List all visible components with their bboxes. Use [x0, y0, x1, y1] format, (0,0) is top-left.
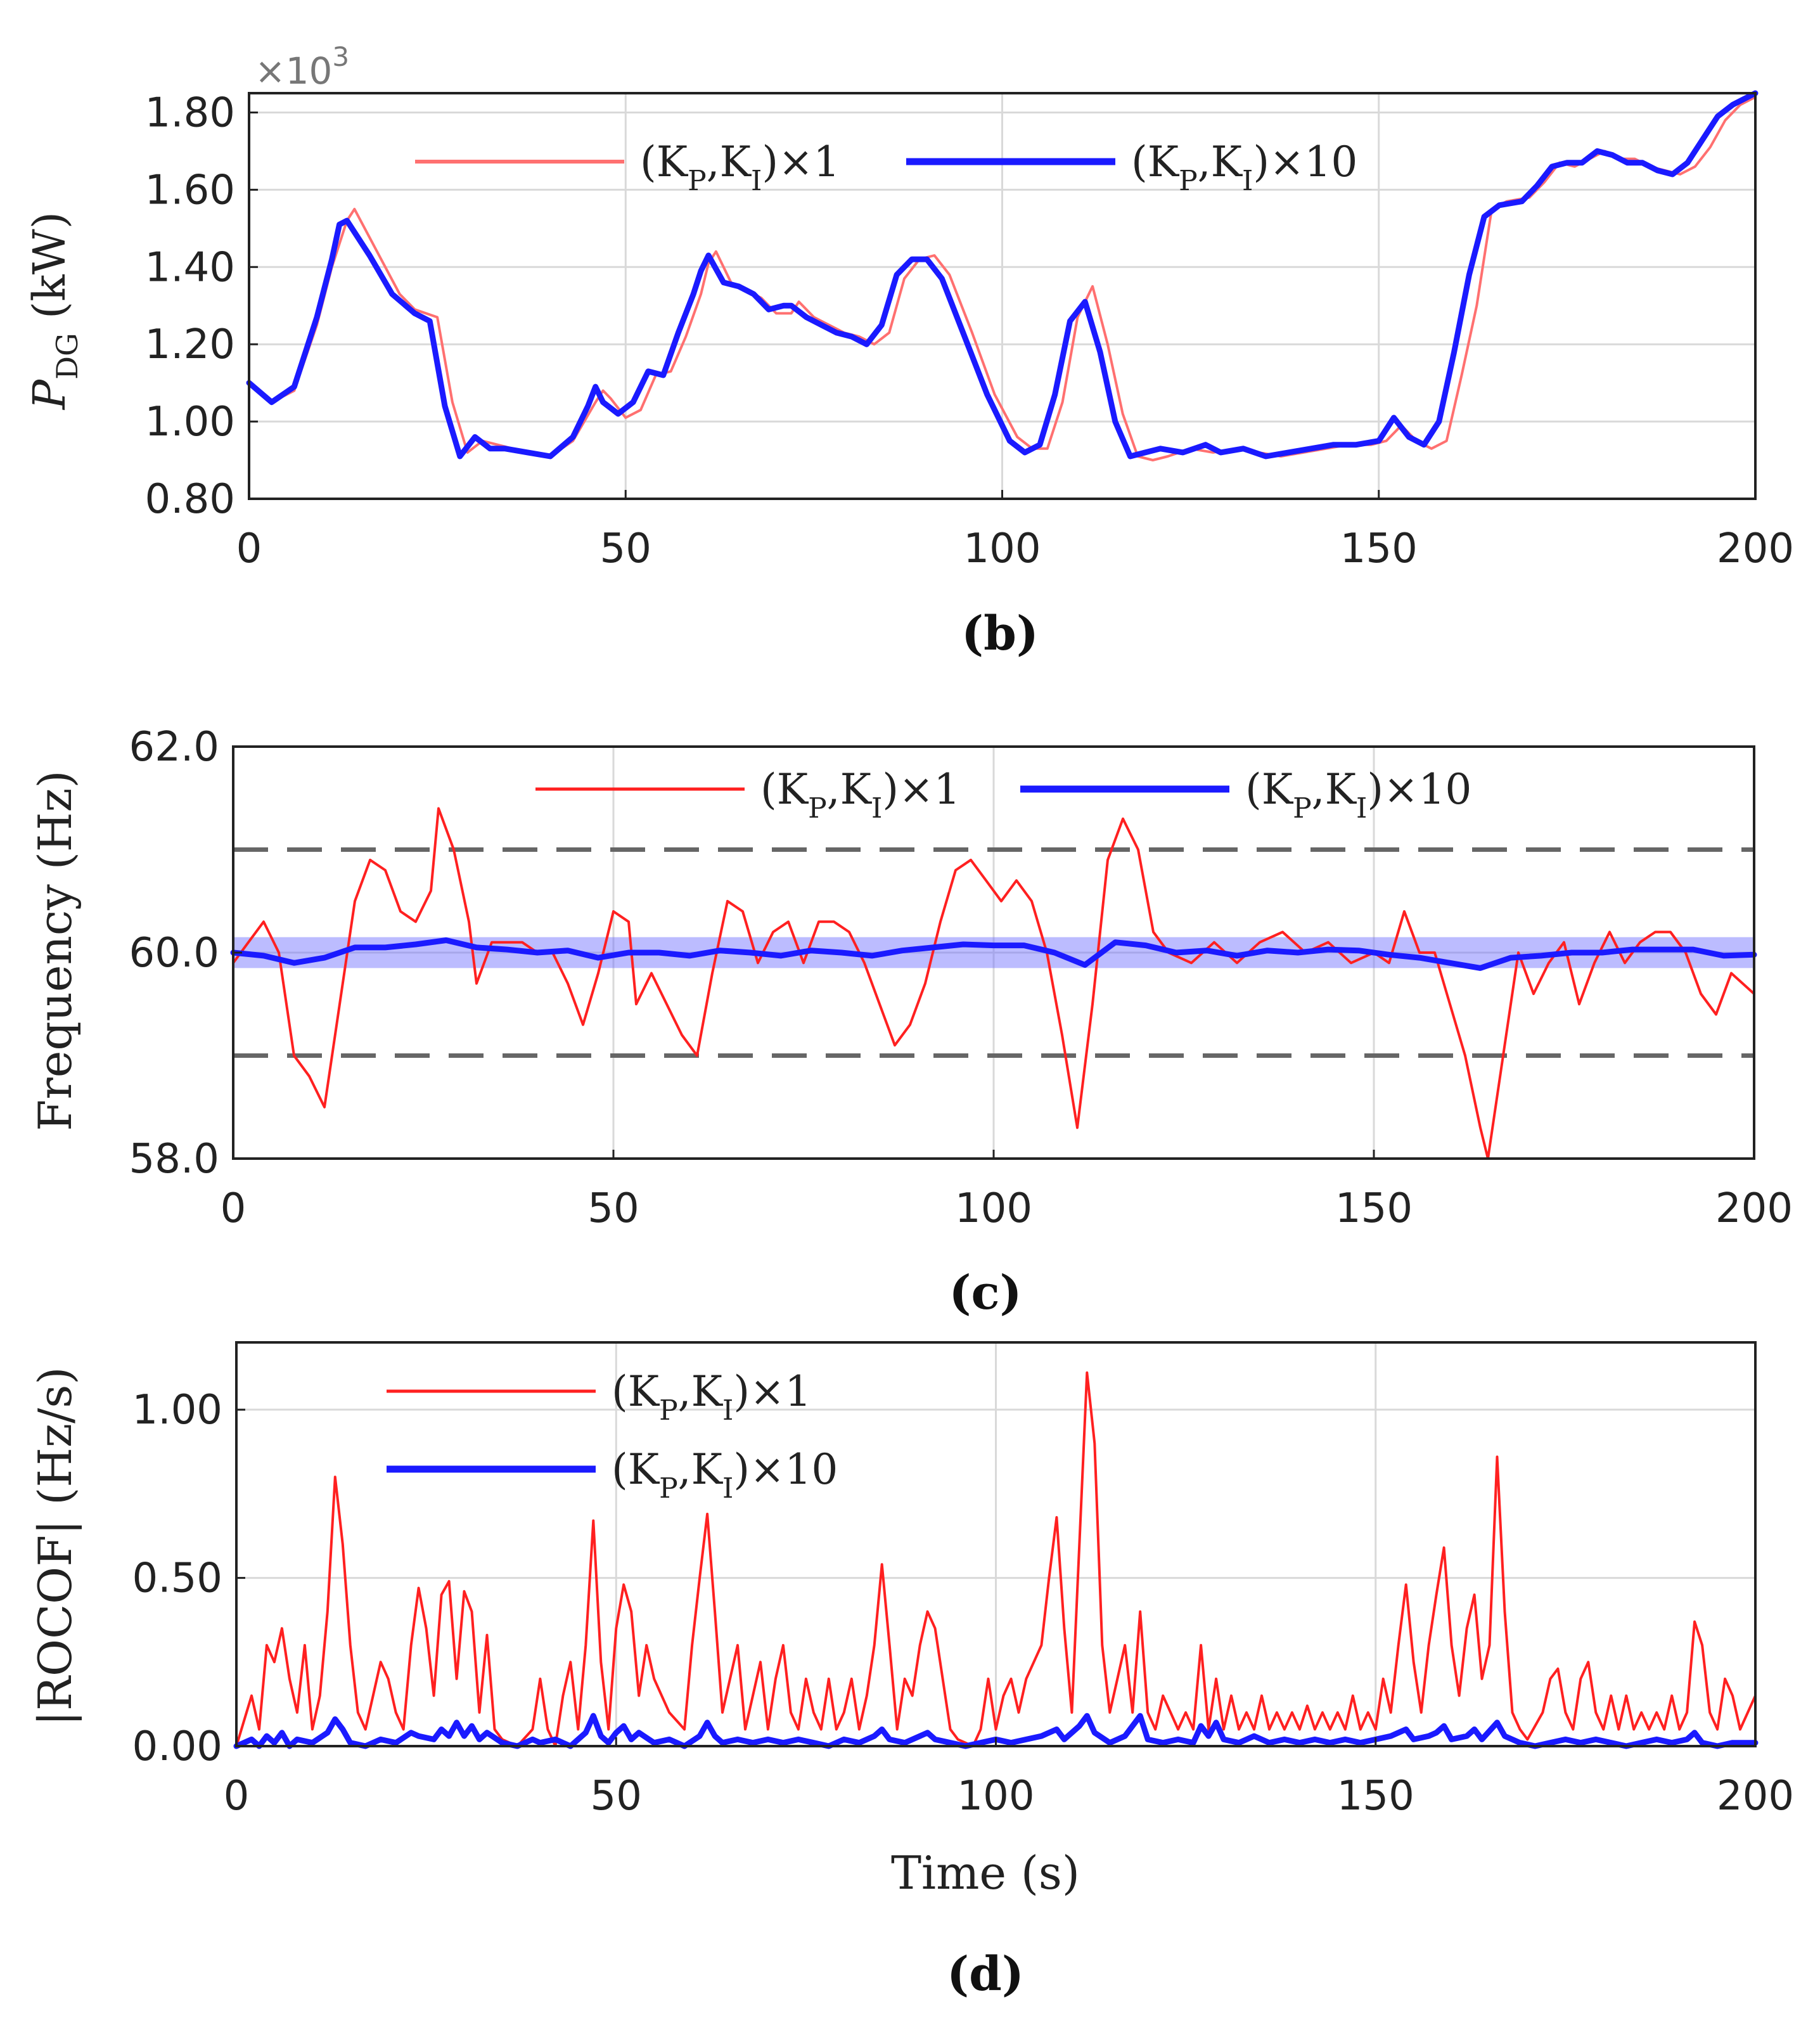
y-tick-label: 1.00	[145, 399, 236, 446]
panel-c-y-ticks: 58.0 60.0 62.0	[129, 724, 242, 1183]
x-tick-label: 50	[591, 1773, 642, 1820]
panel-c-limit-lines	[233, 847, 1754, 1058]
panel-b-legend: (KP,KI)×1 (KP,KI)×10	[415, 138, 1357, 197]
panel-d-legend-label-x10: (KP,KI)×10	[612, 1445, 838, 1505]
panel-c-legend-label-x10: (KP,KI)×10	[1245, 765, 1471, 825]
panel-d-x-axis-label: Time (s)	[891, 1846, 1080, 1900]
panel-c: 0 50 100 150 200 58.0 60.0 62.0 Frequency (Hz)…	[29, 724, 1793, 1320]
y-tick-label: 1.80	[145, 89, 236, 136]
panel-c-y-axis-label: Frequency (Hz)	[29, 770, 82, 1131]
x-tick-label: 50	[587, 1185, 639, 1232]
series-line-x10	[233, 1713, 1759, 1749]
x-tick-label: 0	[224, 1773, 250, 1820]
y-tick-label: 1.20	[145, 321, 236, 368]
x-tick-label: 200	[1717, 1773, 1794, 1820]
y-tick-label: 58.0	[129, 1136, 220, 1183]
panel-b-legend-label-x1: (KP,KI)×1	[640, 138, 840, 197]
panel-d-y-ticks: 0.00 0.50 1.00	[132, 1387, 245, 1770]
series-line-x1	[232, 807, 1755, 1160]
panel-d-series	[233, 1371, 1759, 1749]
x-tick-label: 200	[1715, 1185, 1793, 1232]
panel-c-series	[230, 807, 1757, 1160]
panel-c-legend: (KP,KI)×1 (KP,KI)×10	[535, 765, 1471, 825]
series-line-x10	[246, 90, 1759, 460]
y-tick-label: 1.60	[145, 167, 236, 214]
series-line-x1	[235, 1371, 1757, 1747]
panel-b-caption: (b)	[961, 607, 1039, 661]
panel-c-x-ticks: 0 50 100 150 200	[221, 1150, 1793, 1232]
x-tick-label: 150	[1337, 1773, 1414, 1820]
y-tick-label: 1.40	[145, 244, 236, 291]
panel-d: 0 50 100 150 200 0.00 0.50 1.00 |ROCOF| (Hz/s)…	[29, 1341, 1794, 2002]
panel-c-legend-label-x1: (KP,KI)×1	[760, 765, 960, 825]
x-tick-label: 100	[955, 1185, 1032, 1232]
x-tick-label: 100	[963, 525, 1041, 572]
y-tick-label: 0.80	[145, 476, 236, 523]
panel-b: 0 50 100 150 200 0.80 1.00 1.20 1.40 1.60 1.80 ×1…	[23, 41, 1794, 661]
x-tick-label: 0	[236, 525, 262, 572]
x-tick-label: 50	[600, 525, 651, 572]
panel-d-legend: (KP,KI)×1 (KP,KI)×10	[387, 1367, 838, 1505]
panel-b-multiplier: ×103	[255, 41, 349, 93]
panel-b-y-axis-label: PDG (kW)	[23, 212, 84, 411]
y-tick-label: 1.00	[132, 1387, 223, 1434]
series-line-x10	[230, 937, 1757, 971]
x-tick-label: 0	[221, 1185, 247, 1232]
panel-b-y-ticks: 0.80 1.00 1.20 1.40 1.60 1.80	[145, 89, 258, 523]
x-tick-label: 150	[1335, 1185, 1413, 1232]
y-tick-label: 0.00	[132, 1723, 223, 1770]
panel-c-caption: (c)	[949, 1266, 1022, 1320]
panel-d-x-ticks: 0 50 100 150 200	[224, 1737, 1794, 1820]
x-tick-label: 200	[1717, 525, 1794, 572]
panel-b-x-ticks: 0 50 100 150 200	[236, 490, 1794, 572]
panel-d-caption: (d)	[947, 1947, 1024, 2002]
panel-d-y-axis-label: |ROCOF| (Hz/s)	[29, 1367, 82, 1726]
y-tick-label: 0.50	[132, 1555, 223, 1602]
x-tick-label: 100	[957, 1773, 1034, 1820]
x-tick-label: 150	[1340, 525, 1418, 572]
panel-b-series	[246, 90, 1759, 461]
panel-d-grid	[235, 1342, 1757, 1747]
y-tick-label: 60.0	[129, 930, 220, 977]
panel-d-legend-label-x1: (KP,KI)×1	[612, 1367, 811, 1427]
panel-b-legend-label-x10: (KP,KI)×10	[1131, 138, 1357, 197]
y-tick-label: 62.0	[129, 724, 220, 771]
